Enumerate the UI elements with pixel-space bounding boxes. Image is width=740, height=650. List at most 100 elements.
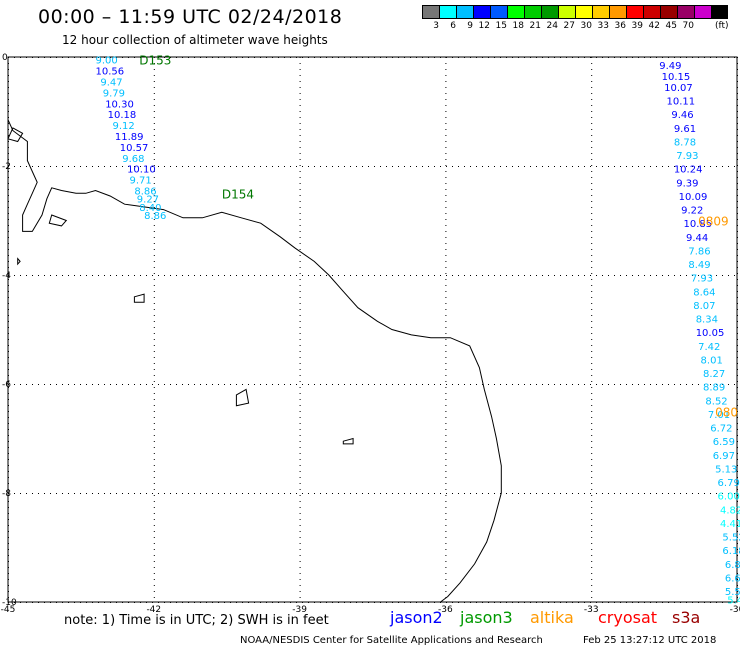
- grid-dot: [320, 602, 321, 603]
- grid-dot: [445, 537, 447, 538]
- grid-dot: [458, 57, 459, 58]
- grid-dot: [686, 384, 687, 385]
- grid-dot: [440, 384, 441, 385]
- grid-dot: [716, 57, 717, 58]
- grid-dot: [737, 171, 738, 172]
- grid-dot: [591, 429, 593, 430]
- grid-dot: [8, 117, 9, 118]
- grid-dot: [224, 275, 225, 276]
- grid-dot: [299, 513, 301, 514]
- grid-dot: [602, 602, 603, 603]
- grid-dot: [290, 166, 291, 167]
- grid-dot: [308, 275, 309, 276]
- grid-dot: [368, 166, 369, 167]
- grid-dot: [296, 493, 297, 494]
- grid-dot: [200, 602, 201, 603]
- grid-dot: [542, 57, 543, 58]
- grid-dot: [153, 411, 155, 412]
- wave-height-value: 5.13: [715, 464, 737, 475]
- grid-dot: [464, 493, 465, 494]
- grid-dot: [116, 275, 117, 276]
- grid-dot: [356, 384, 357, 385]
- grid-dot: [591, 213, 593, 214]
- grid-dot: [737, 381, 738, 382]
- grid-dot: [299, 483, 301, 484]
- grid-dot: [299, 141, 301, 142]
- grid-dot: [737, 123, 738, 124]
- grid-dot: [602, 166, 603, 167]
- grid-dot: [737, 249, 738, 250]
- grid-dot: [476, 275, 477, 276]
- grid-dot: [737, 207, 738, 208]
- grid-dot: [8, 123, 9, 124]
- grid-dot: [299, 363, 301, 364]
- grid-dot: [8, 63, 9, 64]
- wave-height-value: 9.68: [122, 154, 144, 165]
- grid-dot: [591, 507, 593, 508]
- grid-dot: [153, 363, 155, 364]
- grid-dot: [236, 384, 237, 385]
- grid-dot: [194, 493, 195, 494]
- grid-dot: [416, 275, 417, 276]
- grid-dot: [299, 519, 301, 520]
- grid-dot: [68, 57, 69, 58]
- grid-dot: [422, 275, 423, 276]
- lon-tick-label: -33: [584, 605, 599, 615]
- grid-dot: [445, 93, 447, 94]
- grid-dot: [591, 405, 593, 406]
- grid-dot: [591, 327, 593, 328]
- grid-dot: [8, 579, 9, 580]
- grid-dot: [332, 384, 333, 385]
- grid-dot: [737, 375, 738, 376]
- grid-dot: [591, 135, 593, 136]
- wave-height-value: 4.41: [720, 519, 740, 530]
- grid-dot: [380, 275, 381, 276]
- grid-dot: [128, 493, 129, 494]
- grid-dot: [404, 384, 405, 385]
- grid-dot: [445, 483, 447, 484]
- grid-dot: [194, 602, 195, 603]
- grid-dot: [200, 384, 201, 385]
- grid-dot: [299, 159, 301, 160]
- grid-dot: [299, 381, 301, 382]
- wave-height-value: 9.79: [103, 88, 125, 99]
- grid-dot: [8, 447, 9, 448]
- grid-dot: [14, 602, 15, 603]
- grid-dot: [737, 219, 738, 220]
- grid-dot: [428, 275, 429, 276]
- grid-dot: [422, 57, 423, 58]
- grid-dot: [380, 602, 381, 603]
- wave-height-value: 7.93: [676, 151, 698, 162]
- grid-dot: [356, 602, 357, 603]
- grid-dot: [500, 602, 501, 603]
- grid-dot: [590, 57, 591, 58]
- wave-height-value: 10.30: [105, 99, 134, 110]
- grid-dot: [14, 166, 15, 167]
- grid-dot: [8, 57, 9, 58]
- grid-dot: [445, 381, 447, 382]
- wave-height-value: 10.15: [662, 72, 691, 83]
- grid-dot: [153, 249, 155, 250]
- legend-swatch: [575, 5, 592, 19]
- grid-dot: [206, 602, 207, 603]
- grid-dot: [98, 602, 99, 603]
- grid-dot: [506, 493, 507, 494]
- grid-dot: [737, 279, 738, 280]
- grid-dot: [299, 423, 301, 424]
- grid-dot: [153, 399, 155, 400]
- grid-dot: [620, 166, 621, 167]
- grid-dot: [386, 166, 387, 167]
- grid-dot: [242, 493, 243, 494]
- grid-dot: [602, 384, 603, 385]
- grid-dot: [368, 275, 369, 276]
- grid-dot: [8, 453, 9, 454]
- grid-dot: [230, 57, 231, 58]
- grid-dot: [638, 602, 639, 603]
- grid-dot: [153, 447, 155, 448]
- grid-dot: [152, 166, 153, 167]
- grid-dot: [350, 493, 351, 494]
- grid-dot: [470, 166, 471, 167]
- grid-dot: [674, 384, 675, 385]
- grid-dot: [20, 384, 21, 385]
- grid-dot: [299, 243, 301, 244]
